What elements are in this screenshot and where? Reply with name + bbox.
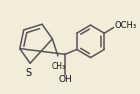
Text: CH₃: CH₃ <box>52 62 66 71</box>
Text: OCH₃: OCH₃ <box>114 21 136 30</box>
Text: S: S <box>25 68 32 78</box>
Text: OH: OH <box>58 75 72 84</box>
